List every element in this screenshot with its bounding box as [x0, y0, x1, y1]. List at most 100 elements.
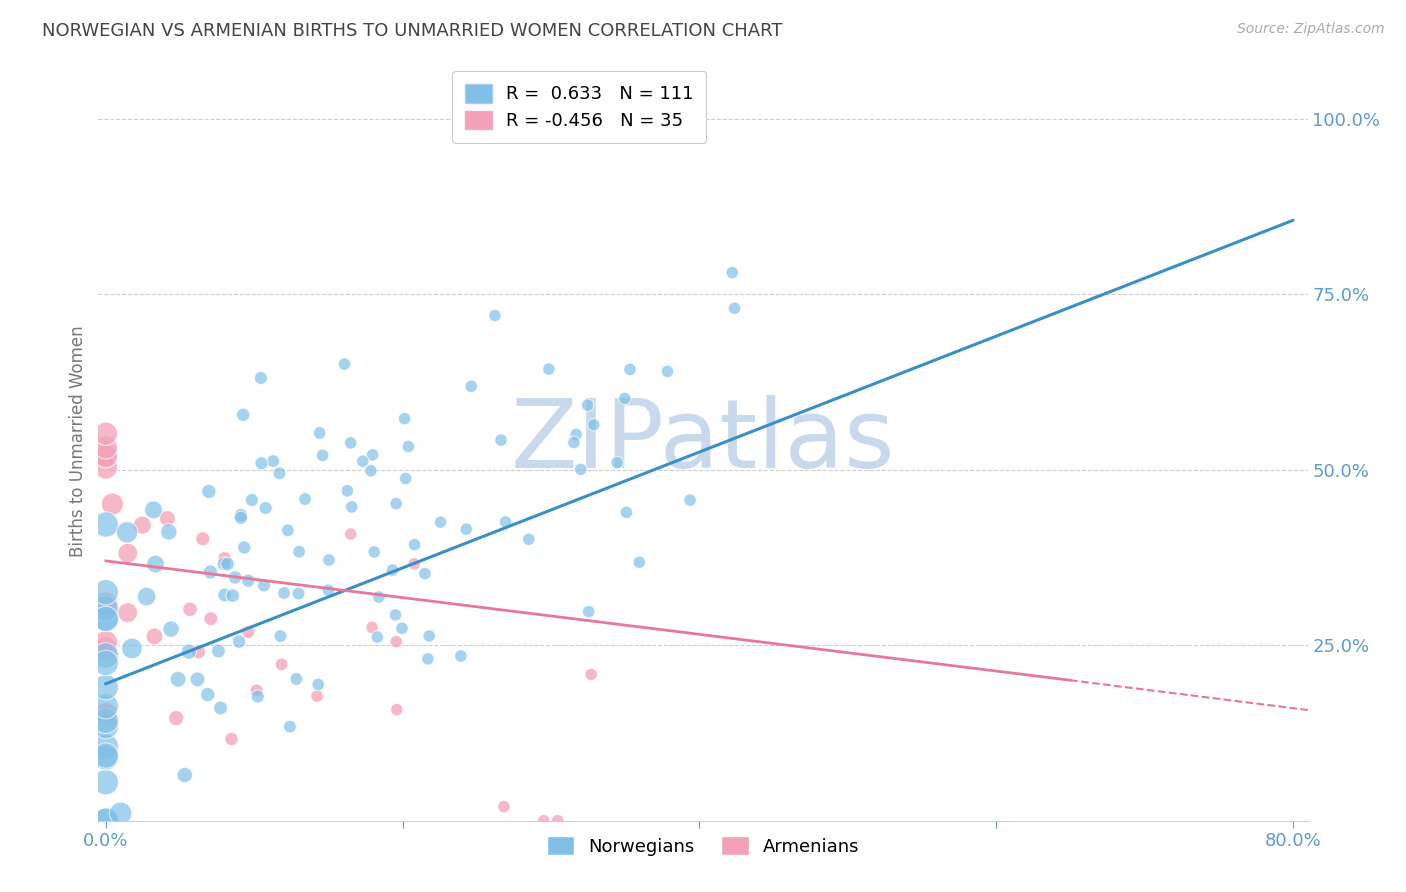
Point — [619, 362, 641, 376]
Point — [395, 471, 418, 485]
Point — [198, 484, 221, 499]
Point — [117, 606, 139, 620]
Point — [253, 578, 276, 592]
Point — [131, 518, 153, 533]
Point — [579, 667, 602, 681]
Point — [262, 454, 284, 468]
Point — [177, 645, 200, 659]
Point — [94, 460, 117, 475]
Point — [224, 570, 246, 584]
Point — [94, 750, 117, 764]
Point — [94, 585, 117, 599]
Point — [245, 683, 267, 698]
Point — [143, 629, 166, 643]
Point — [94, 814, 117, 828]
Point — [228, 634, 250, 648]
Point — [333, 357, 356, 371]
Point — [628, 555, 651, 569]
Point — [404, 557, 426, 571]
Point — [391, 621, 413, 635]
Point — [229, 510, 252, 524]
Point — [250, 456, 273, 470]
Point — [238, 574, 260, 588]
Point — [238, 625, 260, 640]
Point — [94, 707, 117, 722]
Point — [207, 644, 229, 658]
Point — [179, 602, 201, 616]
Point — [367, 590, 389, 604]
Point — [396, 440, 419, 454]
Point — [318, 553, 340, 567]
Point — [94, 699, 117, 714]
Point — [285, 672, 308, 686]
Point — [165, 711, 187, 725]
Point — [94, 719, 117, 733]
Point — [616, 505, 638, 519]
Point — [613, 392, 636, 406]
Point — [339, 436, 361, 450]
Point — [217, 557, 239, 571]
Point — [562, 435, 585, 450]
Point — [94, 641, 117, 656]
Point — [657, 364, 679, 378]
Point — [606, 456, 628, 470]
Point — [214, 588, 236, 602]
Point — [160, 622, 183, 636]
Point — [492, 799, 515, 814]
Point — [94, 612, 117, 626]
Point — [94, 714, 117, 728]
Point — [363, 545, 385, 559]
Legend: Norwegians, Armenians: Norwegians, Armenians — [537, 827, 869, 864]
Point — [173, 768, 195, 782]
Point — [318, 583, 340, 598]
Point — [287, 586, 309, 600]
Point — [94, 775, 117, 789]
Point — [157, 524, 180, 539]
Point — [277, 524, 299, 538]
Point — [429, 515, 451, 529]
Point — [311, 449, 333, 463]
Point — [569, 462, 592, 476]
Point — [187, 645, 209, 659]
Point — [582, 417, 605, 432]
Point — [186, 673, 208, 687]
Point — [366, 630, 388, 644]
Point — [156, 511, 179, 525]
Point — [269, 467, 291, 481]
Point — [495, 515, 517, 529]
Point — [115, 525, 138, 540]
Point — [578, 605, 600, 619]
Point — [679, 493, 702, 508]
Point — [191, 532, 214, 546]
Point — [394, 411, 416, 425]
Point — [288, 544, 311, 558]
Point — [250, 371, 273, 385]
Point — [94, 656, 117, 670]
Text: Source: ZipAtlas.com: Source: ZipAtlas.com — [1237, 22, 1385, 37]
Text: NORWEGIAN VS ARMENIAN BIRTHS TO UNMARRIED WOMEN CORRELATION CHART: NORWEGIAN VS ARMENIAN BIRTHS TO UNMARRIE… — [42, 22, 783, 40]
Point — [117, 546, 139, 560]
Point — [361, 448, 384, 462]
Point — [565, 427, 588, 442]
Point — [229, 508, 252, 522]
Point — [340, 500, 363, 514]
Point — [94, 449, 117, 463]
Point — [537, 362, 560, 376]
Point — [723, 301, 745, 316]
Point — [167, 673, 190, 687]
Point — [273, 586, 295, 600]
Point — [547, 814, 569, 828]
Point — [385, 634, 408, 648]
Point — [94, 814, 117, 828]
Point — [200, 565, 222, 579]
Point — [240, 493, 263, 508]
Point — [484, 309, 506, 323]
Point — [94, 611, 117, 625]
Point — [94, 635, 117, 649]
Point — [254, 500, 277, 515]
Point — [94, 447, 117, 461]
Point — [94, 597, 117, 611]
Point — [404, 538, 426, 552]
Point — [418, 629, 440, 643]
Point — [294, 492, 316, 507]
